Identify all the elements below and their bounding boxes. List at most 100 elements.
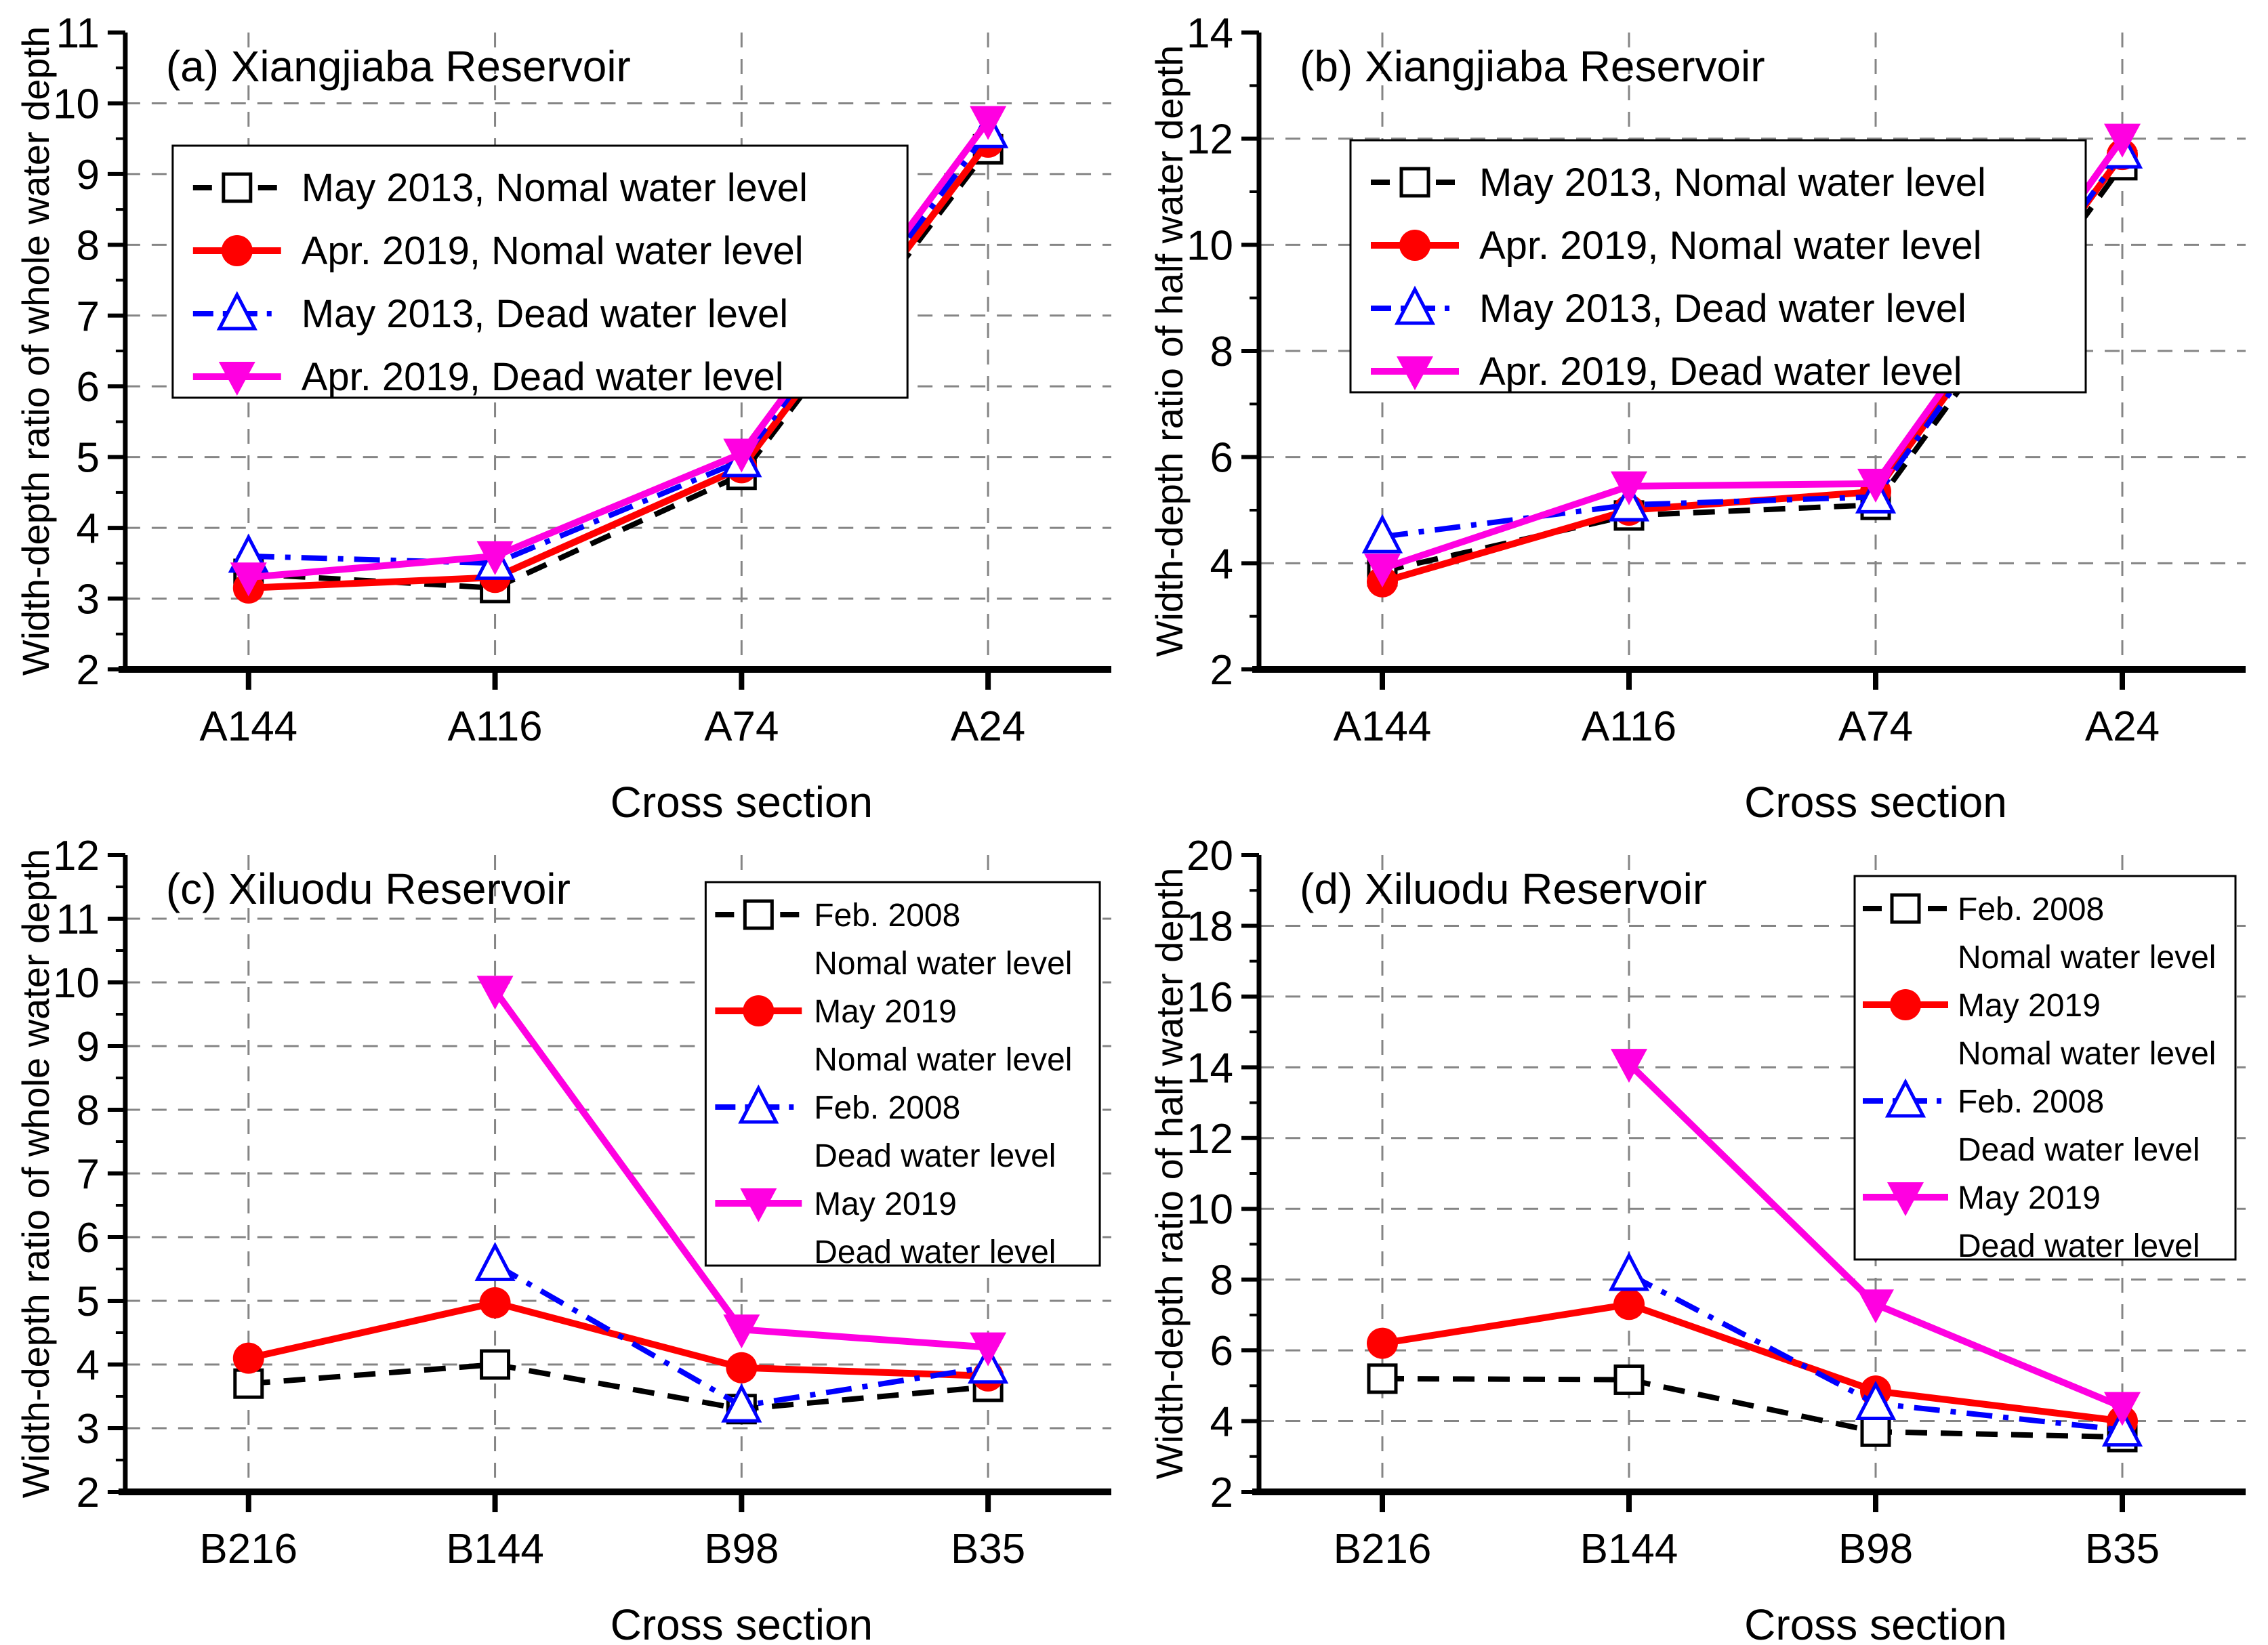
legend-sample-marker bbox=[1397, 356, 1433, 390]
legend-sample-marker bbox=[1399, 230, 1430, 261]
x-tick-label: A144 bbox=[1334, 703, 1432, 750]
y-tick-label: 2 bbox=[76, 1470, 99, 1516]
marker-triangle-down-filled bbox=[723, 438, 760, 473]
x-tick-label: B216 bbox=[1334, 1526, 1432, 1573]
legend-sample-marker bbox=[216, 291, 257, 331]
y-tick-label: 8 bbox=[1210, 1257, 1233, 1304]
legend-sample-marker bbox=[740, 1188, 777, 1222]
y-tick-label: 8 bbox=[76, 222, 99, 269]
series-line-2 bbox=[247, 1299, 989, 1379]
legend-label-line2: Dead water level bbox=[814, 1234, 1056, 1270]
panel-title: (a) Xiangjiaba Reservoir bbox=[166, 42, 631, 91]
legend-sample-marker bbox=[1887, 1182, 1924, 1216]
y-tick-label: 7 bbox=[76, 293, 99, 340]
x-axis-label: Cross section bbox=[1744, 778, 2007, 822]
legend-entry-2: May 2019 Nomal water level bbox=[1863, 988, 2216, 1072]
y-tick-label: 10 bbox=[53, 81, 100, 127]
legend-label-line2: Dead water level bbox=[814, 1138, 1056, 1174]
legend-label-line2: Dead water level bbox=[1958, 1228, 2200, 1264]
y-tick-label: 5 bbox=[76, 1278, 99, 1325]
marker-square-open bbox=[480, 1349, 511, 1380]
y-tick-label: 12 bbox=[1187, 117, 1233, 163]
legend-sample-marker bbox=[1399, 167, 1430, 198]
legend-entry-2: Apr. 2019, Nomal water level bbox=[192, 230, 804, 273]
y-tick-label: 2 bbox=[1210, 647, 1233, 694]
y-tick-label: 2 bbox=[76, 647, 99, 694]
marker-circle-filled bbox=[1613, 1289, 1645, 1320]
y-tick-label: 6 bbox=[1210, 1328, 1233, 1375]
y-tick-label: 2 bbox=[1210, 1470, 1233, 1516]
legend-label: May 2013, Nomal water level bbox=[302, 167, 808, 210]
legend-label-line2: Nomal water level bbox=[814, 946, 1072, 982]
x-tick-label: B98 bbox=[704, 1526, 779, 1573]
x-tick-label: B35 bbox=[2085, 1526, 2160, 1573]
marker-circle-filled bbox=[1367, 1327, 1398, 1359]
y-tick-label: 9 bbox=[76, 1024, 99, 1070]
legend-entry-1: May 2013, Nomal water level bbox=[192, 167, 808, 210]
y-tick-label: 14 bbox=[1187, 10, 1233, 57]
marker-triangle-down-filled bbox=[476, 976, 514, 1010]
series-line-2 bbox=[1382, 1301, 2123, 1425]
y-tick-label: 7 bbox=[76, 1151, 99, 1198]
marker-triangle-down-filled bbox=[723, 1314, 760, 1349]
legend-entry-1: Feb. 2008 Nomal water level bbox=[715, 898, 1072, 982]
y-tick-label: 16 bbox=[1187, 974, 1233, 1021]
series-4 bbox=[1611, 1049, 2141, 1426]
y-tick-label: 6 bbox=[1210, 435, 1233, 482]
x-tick-label: A24 bbox=[951, 703, 1025, 750]
x-tick-label: B35 bbox=[951, 1526, 1025, 1573]
x-tick-label: A116 bbox=[1582, 703, 1676, 750]
marker-square-open bbox=[1367, 1363, 1398, 1394]
x-tick-label: B98 bbox=[1838, 1526, 1913, 1573]
legend-sample-marker bbox=[743, 995, 775, 1026]
y-tick-label: 12 bbox=[53, 833, 100, 879]
marker-triangle-up-open bbox=[1361, 514, 1403, 554]
y-tick-label: 10 bbox=[1187, 222, 1233, 269]
marker-circle-filled bbox=[232, 1342, 264, 1374]
legend-entry-3: May 2013, Dead water level bbox=[192, 291, 788, 336]
series-4 bbox=[476, 976, 1007, 1367]
y-tick-label: 10 bbox=[53, 960, 100, 1007]
panel-d-xiluodu-half-depth: 2 4 6 8 10 12 14 16 18 20 B216 B144 B98 B35 (d) Xiluod… bbox=[1134, 822, 2268, 1645]
series-2 bbox=[232, 1287, 1004, 1392]
series-3 bbox=[1608, 1251, 2143, 1447]
y-tick-label: 10 bbox=[1187, 1186, 1233, 1233]
legend-entry-2: May 2019 Nomal water level bbox=[715, 994, 1072, 1078]
x-axis-label: Cross section bbox=[611, 1600, 873, 1645]
legend-label: Apr. 2019, Nomal water level bbox=[1479, 224, 1981, 268]
panel-b-xiangjiaba-half-depth: 2 4 6 8 10 12 14 A144 A116 A74 A24 (b) Xiangjiaba R… bbox=[1134, 0, 2268, 822]
x-tick-label: B144 bbox=[1580, 1526, 1678, 1573]
y-tick-label: 3 bbox=[76, 577, 99, 623]
marker-triangle-down-filled bbox=[1857, 1289, 1894, 1324]
legend: Feb. 2008 Nomal water level May 2019 Nomal … bbox=[1853, 875, 2237, 1264]
marker-square-open bbox=[1860, 1416, 1891, 1447]
x-tick-label: A24 bbox=[2085, 703, 2160, 750]
legend-label-line2: Nomal water level bbox=[1958, 940, 2216, 976]
legend-entry-4: Apr. 2019, Dead water level bbox=[1371, 350, 1962, 394]
legend-entry-1: May 2013, Nomal water level bbox=[1371, 161, 1986, 205]
y-tick-label: 6 bbox=[76, 364, 99, 411]
marker-triangle-up-open bbox=[1608, 1251, 1650, 1291]
legend-sample-marker bbox=[743, 899, 774, 930]
series-1 bbox=[233, 1349, 1004, 1425]
legend-box bbox=[171, 144, 909, 399]
x-axis-label: Cross section bbox=[611, 778, 873, 822]
legend-entry-3: Feb. 2008 Dead water level bbox=[715, 1084, 1056, 1174]
chart-svg-a: 2 3 4 5 6 7 8 9 10 11 A144 A116 A74 A24 (a) Xiangjiaba… bbox=[14, 10, 1112, 822]
legend-sample-marker bbox=[1884, 1078, 1926, 1118]
legend-label-line1: May 2019 bbox=[1958, 988, 2101, 1024]
legend: May 2013, Nomal water level Apr. 2019, No… bbox=[1349, 139, 2087, 394]
x-tick-label: B144 bbox=[446, 1526, 544, 1573]
marker-triangle-up-open bbox=[721, 1383, 762, 1423]
legend-sample-marker bbox=[218, 362, 255, 396]
x-tick-label: A74 bbox=[1838, 703, 1913, 750]
marker-triangle-down-filled bbox=[230, 562, 267, 597]
legend-sample-marker bbox=[1394, 285, 1436, 325]
legend-label-line1: Feb. 2008 bbox=[814, 1090, 960, 1126]
marker-square-open bbox=[1613, 1364, 1645, 1395]
legend-entry-4: May 2019 Dead water level bbox=[1863, 1180, 2200, 1264]
series-line-3 bbox=[248, 129, 991, 566]
marker-triangle-up-open bbox=[1855, 1381, 1897, 1420]
y-axis-label: Width-depth ratio of whole water depth bbox=[14, 26, 57, 676]
